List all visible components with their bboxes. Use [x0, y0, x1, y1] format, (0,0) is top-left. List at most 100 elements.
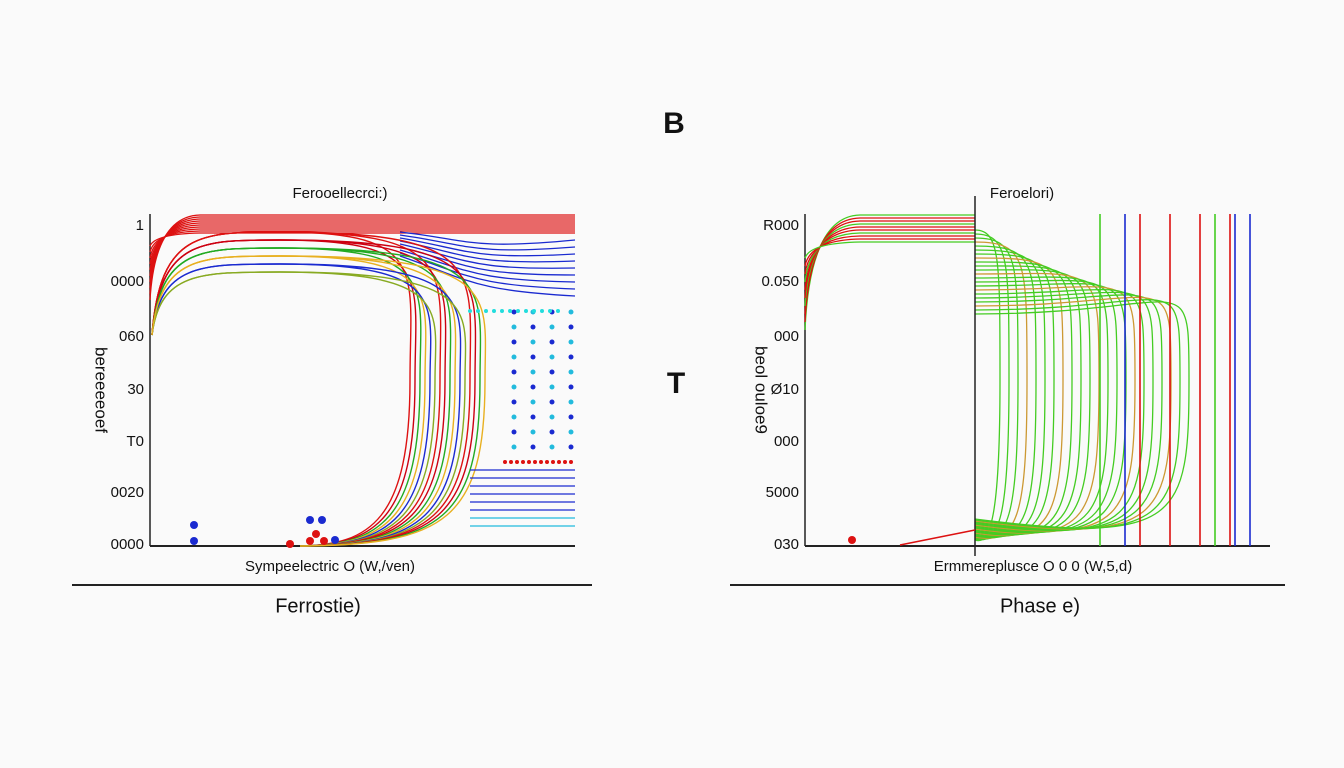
y-label: beol ouloe9 [752, 346, 771, 434]
y-label: bereeeeoef [92, 347, 111, 433]
dot [530, 384, 536, 390]
y-tick-label: T0 [126, 433, 144, 450]
dot [530, 399, 536, 405]
dot [549, 354, 555, 360]
dot [568, 414, 574, 420]
dot [530, 339, 536, 345]
curve [151, 263, 462, 547]
dot [539, 460, 543, 464]
y-tick-label: 000 [774, 328, 799, 345]
curve [804, 238, 975, 267]
dot [551, 460, 555, 464]
y-tick-label: 060 [119, 328, 144, 345]
dot [549, 429, 555, 435]
figure-letter: B [663, 107, 685, 140]
dot [306, 516, 314, 524]
curve [804, 235, 975, 275]
dot [549, 414, 555, 420]
y-tick-label: 30 [127, 381, 144, 398]
x-label: Ermmereplusce O 0 0 (W,5,d) [934, 558, 1132, 575]
dot [568, 324, 574, 330]
dot [568, 429, 574, 435]
dot [511, 324, 517, 330]
dot [568, 354, 574, 360]
dot [532, 309, 536, 313]
dot [511, 309, 517, 315]
panel-title: Ferooellecrci:) [292, 185, 387, 202]
curve [149, 232, 575, 247]
dot [557, 460, 561, 464]
dot [545, 460, 549, 464]
dot [556, 309, 560, 313]
y-tick-label: 5000 [766, 484, 799, 501]
y-tick-label: 000 [774, 433, 799, 450]
dot [549, 324, 555, 330]
dot [549, 399, 555, 405]
dot [527, 460, 531, 464]
dot [511, 399, 517, 405]
dot [312, 530, 320, 538]
curve [399, 249, 576, 283]
dot [530, 354, 536, 360]
dot [511, 444, 517, 450]
y-tick-label: 0000 [111, 536, 144, 553]
dot [848, 536, 856, 544]
caption: Phase e) [1000, 595, 1080, 617]
dot [190, 537, 198, 545]
dot [476, 309, 480, 313]
curve [151, 271, 467, 547]
caption: Ferrostie) [275, 595, 361, 617]
y-tick-label: 1 [136, 217, 144, 234]
dot [468, 309, 472, 313]
curve [804, 241, 975, 259]
dot [568, 399, 574, 405]
y-tick-label: Ø10 [771, 381, 799, 398]
curve [399, 231, 576, 245]
dot [530, 429, 536, 435]
dot [511, 429, 517, 435]
y-tick-label: R000 [763, 217, 799, 234]
dot [563, 460, 567, 464]
panel-title: Feroelori) [990, 185, 1054, 202]
x-label: Sympeelectric O (W,/ven) [245, 558, 415, 575]
dot [568, 384, 574, 390]
dot [569, 460, 573, 464]
dot [549, 384, 555, 390]
dot [503, 460, 507, 464]
dot [509, 460, 513, 464]
y-tick-label: 0000 [111, 273, 144, 290]
curve [151, 247, 482, 547]
dot [549, 369, 555, 375]
dot [568, 444, 574, 450]
dot [492, 309, 496, 313]
dot [318, 516, 326, 524]
dot [530, 324, 536, 330]
curve [151, 255, 487, 547]
dot [306, 537, 314, 545]
dot [533, 460, 537, 464]
dot [286, 540, 294, 548]
y-tick-label: 0.050 [761, 273, 799, 290]
middle-mark: T [667, 367, 685, 400]
curve [974, 301, 1190, 529]
dot [511, 369, 517, 375]
dot [511, 384, 517, 390]
dot [331, 536, 339, 544]
panel-right: Feroelori) beol ouloe9 R000 0.050 000 Ø10 000 5… [730, 185, 1285, 617]
curve [899, 529, 976, 546]
dot [549, 444, 555, 450]
dot [568, 309, 574, 315]
curve [399, 237, 576, 257]
dot [511, 339, 517, 345]
dot [568, 369, 574, 375]
dot [508, 309, 512, 313]
dot [511, 414, 517, 420]
curve [399, 243, 576, 269]
dot [521, 460, 525, 464]
dot [540, 309, 544, 313]
dot [568, 339, 574, 345]
dot [515, 460, 519, 464]
dot [524, 309, 528, 313]
